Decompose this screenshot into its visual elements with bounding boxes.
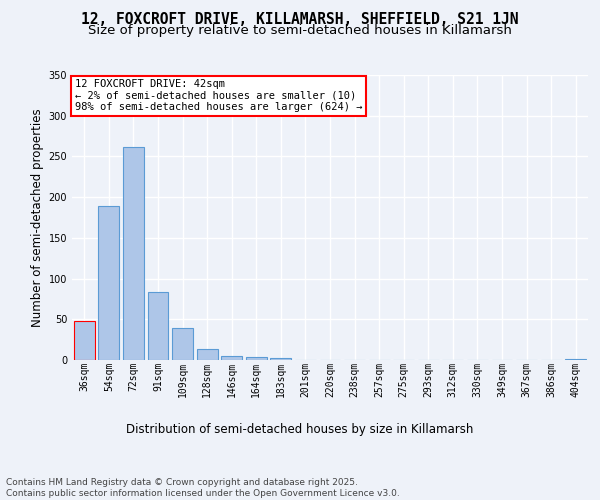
Bar bbox=[98, 206, 119, 360]
Text: Contains HM Land Registry data © Crown copyright and database right 2025.
Contai: Contains HM Land Registry data © Crown c… bbox=[6, 478, 400, 498]
Bar bbox=[123, 148, 144, 360]
Y-axis label: Number of semi-detached properties: Number of semi-detached properties bbox=[31, 108, 44, 327]
Bar bbox=[221, 356, 242, 360]
Bar bbox=[565, 359, 586, 360]
Bar bbox=[148, 292, 169, 360]
Text: 12 FOXCROFT DRIVE: 42sqm
← 2% of semi-detached houses are smaller (10)
98% of se: 12 FOXCROFT DRIVE: 42sqm ← 2% of semi-de… bbox=[74, 80, 362, 112]
Bar bbox=[197, 350, 218, 360]
Text: Distribution of semi-detached houses by size in Killamarsh: Distribution of semi-detached houses by … bbox=[127, 422, 473, 436]
Bar bbox=[246, 356, 267, 360]
Bar bbox=[271, 358, 292, 360]
Text: Size of property relative to semi-detached houses in Killamarsh: Size of property relative to semi-detach… bbox=[88, 24, 512, 37]
Bar bbox=[172, 328, 193, 360]
Text: 12, FOXCROFT DRIVE, KILLAMARSH, SHEFFIELD, S21 1JN: 12, FOXCROFT DRIVE, KILLAMARSH, SHEFFIEL… bbox=[81, 12, 519, 28]
Bar bbox=[74, 321, 95, 360]
